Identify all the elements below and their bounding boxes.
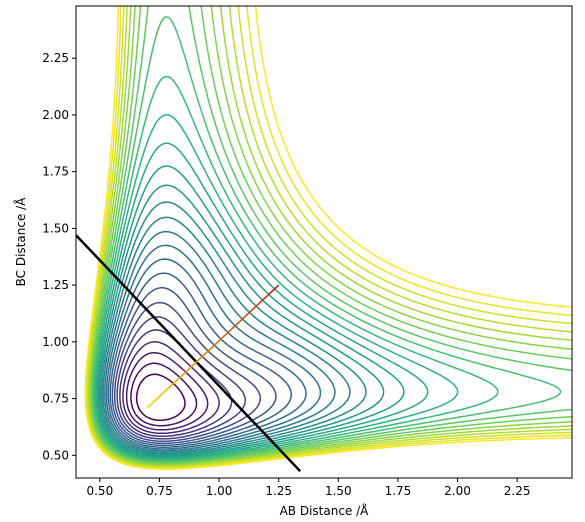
reaction-coordinate-line [76, 234, 302, 473]
y-tick-label: 1.75 [42, 165, 69, 179]
contour-line [95, 114, 459, 460]
contour-line [104, 230, 336, 452]
y-axis-label: BC Distance /Å [13, 197, 28, 287]
contour-line [100, 201, 367, 455]
contour-line [113, 301, 262, 442]
x-tick-label: 1.50 [325, 484, 352, 498]
contour-line [111, 287, 277, 445]
contour-line [105, 244, 322, 450]
contour-line [135, 373, 186, 422]
contour-line [99, 184, 385, 456]
x-axis-label: AB Distance /Å [280, 503, 370, 518]
contour-line [90, 6, 572, 465]
y-tick-label: 2.25 [42, 51, 69, 65]
contour-line [116, 316, 247, 440]
x-tick-label: 2.00 [444, 484, 471, 498]
contour-line [96, 142, 429, 459]
contour-line [91, 6, 572, 464]
y-axis-ticks: 0.50 0.75 1.00 1.25 1.50 1.75 2.00 2.25 [42, 51, 76, 462]
y-tick-label: 1.25 [42, 278, 69, 292]
overlay-lines [76, 234, 302, 473]
contour-line [84, 6, 572, 470]
normal-mode-line [146, 284, 280, 409]
y-tick-label: 1.00 [42, 335, 69, 349]
x-tick-label: 1.00 [206, 484, 233, 498]
x-axis-ticks: 0.50 0.75 1.00 1.25 1.50 1.75 2.00 2.25 [86, 478, 531, 498]
contour-lines [84, 6, 572, 470]
plot-background [76, 6, 572, 478]
x-tick-label: 1.75 [385, 484, 412, 498]
contour-line [88, 6, 572, 467]
contour-line [87, 6, 572, 468]
y-tick-label: 0.75 [42, 392, 69, 406]
contour-line [109, 272, 292, 447]
contour-line [85, 6, 572, 469]
contour-line [107, 258, 307, 448]
contour-line [89, 6, 572, 466]
x-tick-label: 0.75 [146, 484, 173, 498]
contour-line [125, 351, 209, 431]
y-tick-label: 2.00 [42, 108, 69, 122]
plot-frame [75, 5, 573, 479]
contour-line [130, 362, 198, 427]
y-tick-label: 1.50 [42, 221, 69, 235]
x-tick-label: 2.25 [504, 484, 531, 498]
contour-line [122, 341, 220, 435]
x-tick-label: 1.25 [265, 484, 292, 498]
contour-line [92, 16, 562, 462]
contour-line [86, 6, 572, 469]
x-tick-label: 0.50 [86, 484, 113, 498]
y-tick-label: 0.50 [42, 448, 69, 462]
contour-line [102, 216, 351, 453]
contour-line [97, 165, 405, 458]
contour-line [94, 75, 499, 461]
